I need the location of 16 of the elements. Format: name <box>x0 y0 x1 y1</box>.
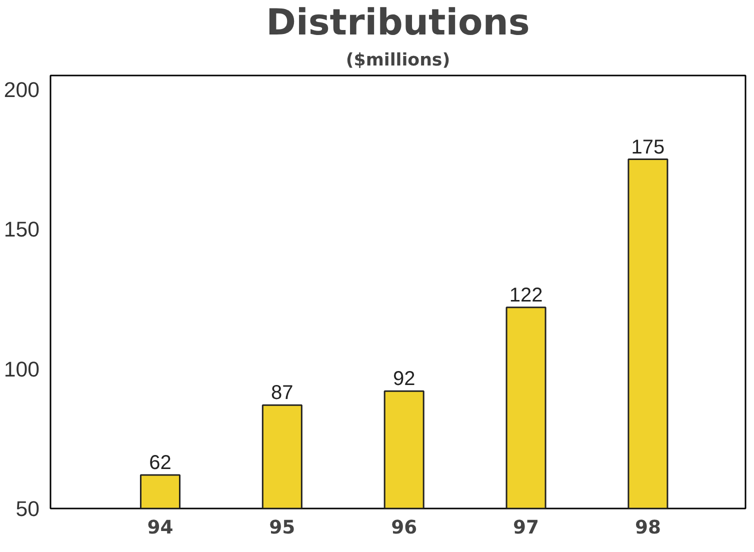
x-tick-label: 96 <box>391 518 418 538</box>
data-label: 175 <box>631 136 665 158</box>
x-tick-label: 97 <box>513 518 540 538</box>
y-tick-label: 200 <box>4 78 40 102</box>
data-label: 62 <box>149 452 172 474</box>
chart-subtitle: ($millions) <box>346 50 450 70</box>
data-label: 92 <box>392 368 416 390</box>
x-tick-label: 94 <box>147 518 174 538</box>
x-tick-label: 95 <box>269 518 296 538</box>
y-tick-label: 50 <box>16 497 40 521</box>
y-tick-label: 150 <box>4 218 40 242</box>
x-tick-label: 98 <box>634 518 661 538</box>
y-tick-label: 100 <box>4 357 40 382</box>
chart-title: Distributions <box>266 2 530 44</box>
data-label: 122 <box>509 284 543 306</box>
data-label: 87 <box>271 382 294 404</box>
